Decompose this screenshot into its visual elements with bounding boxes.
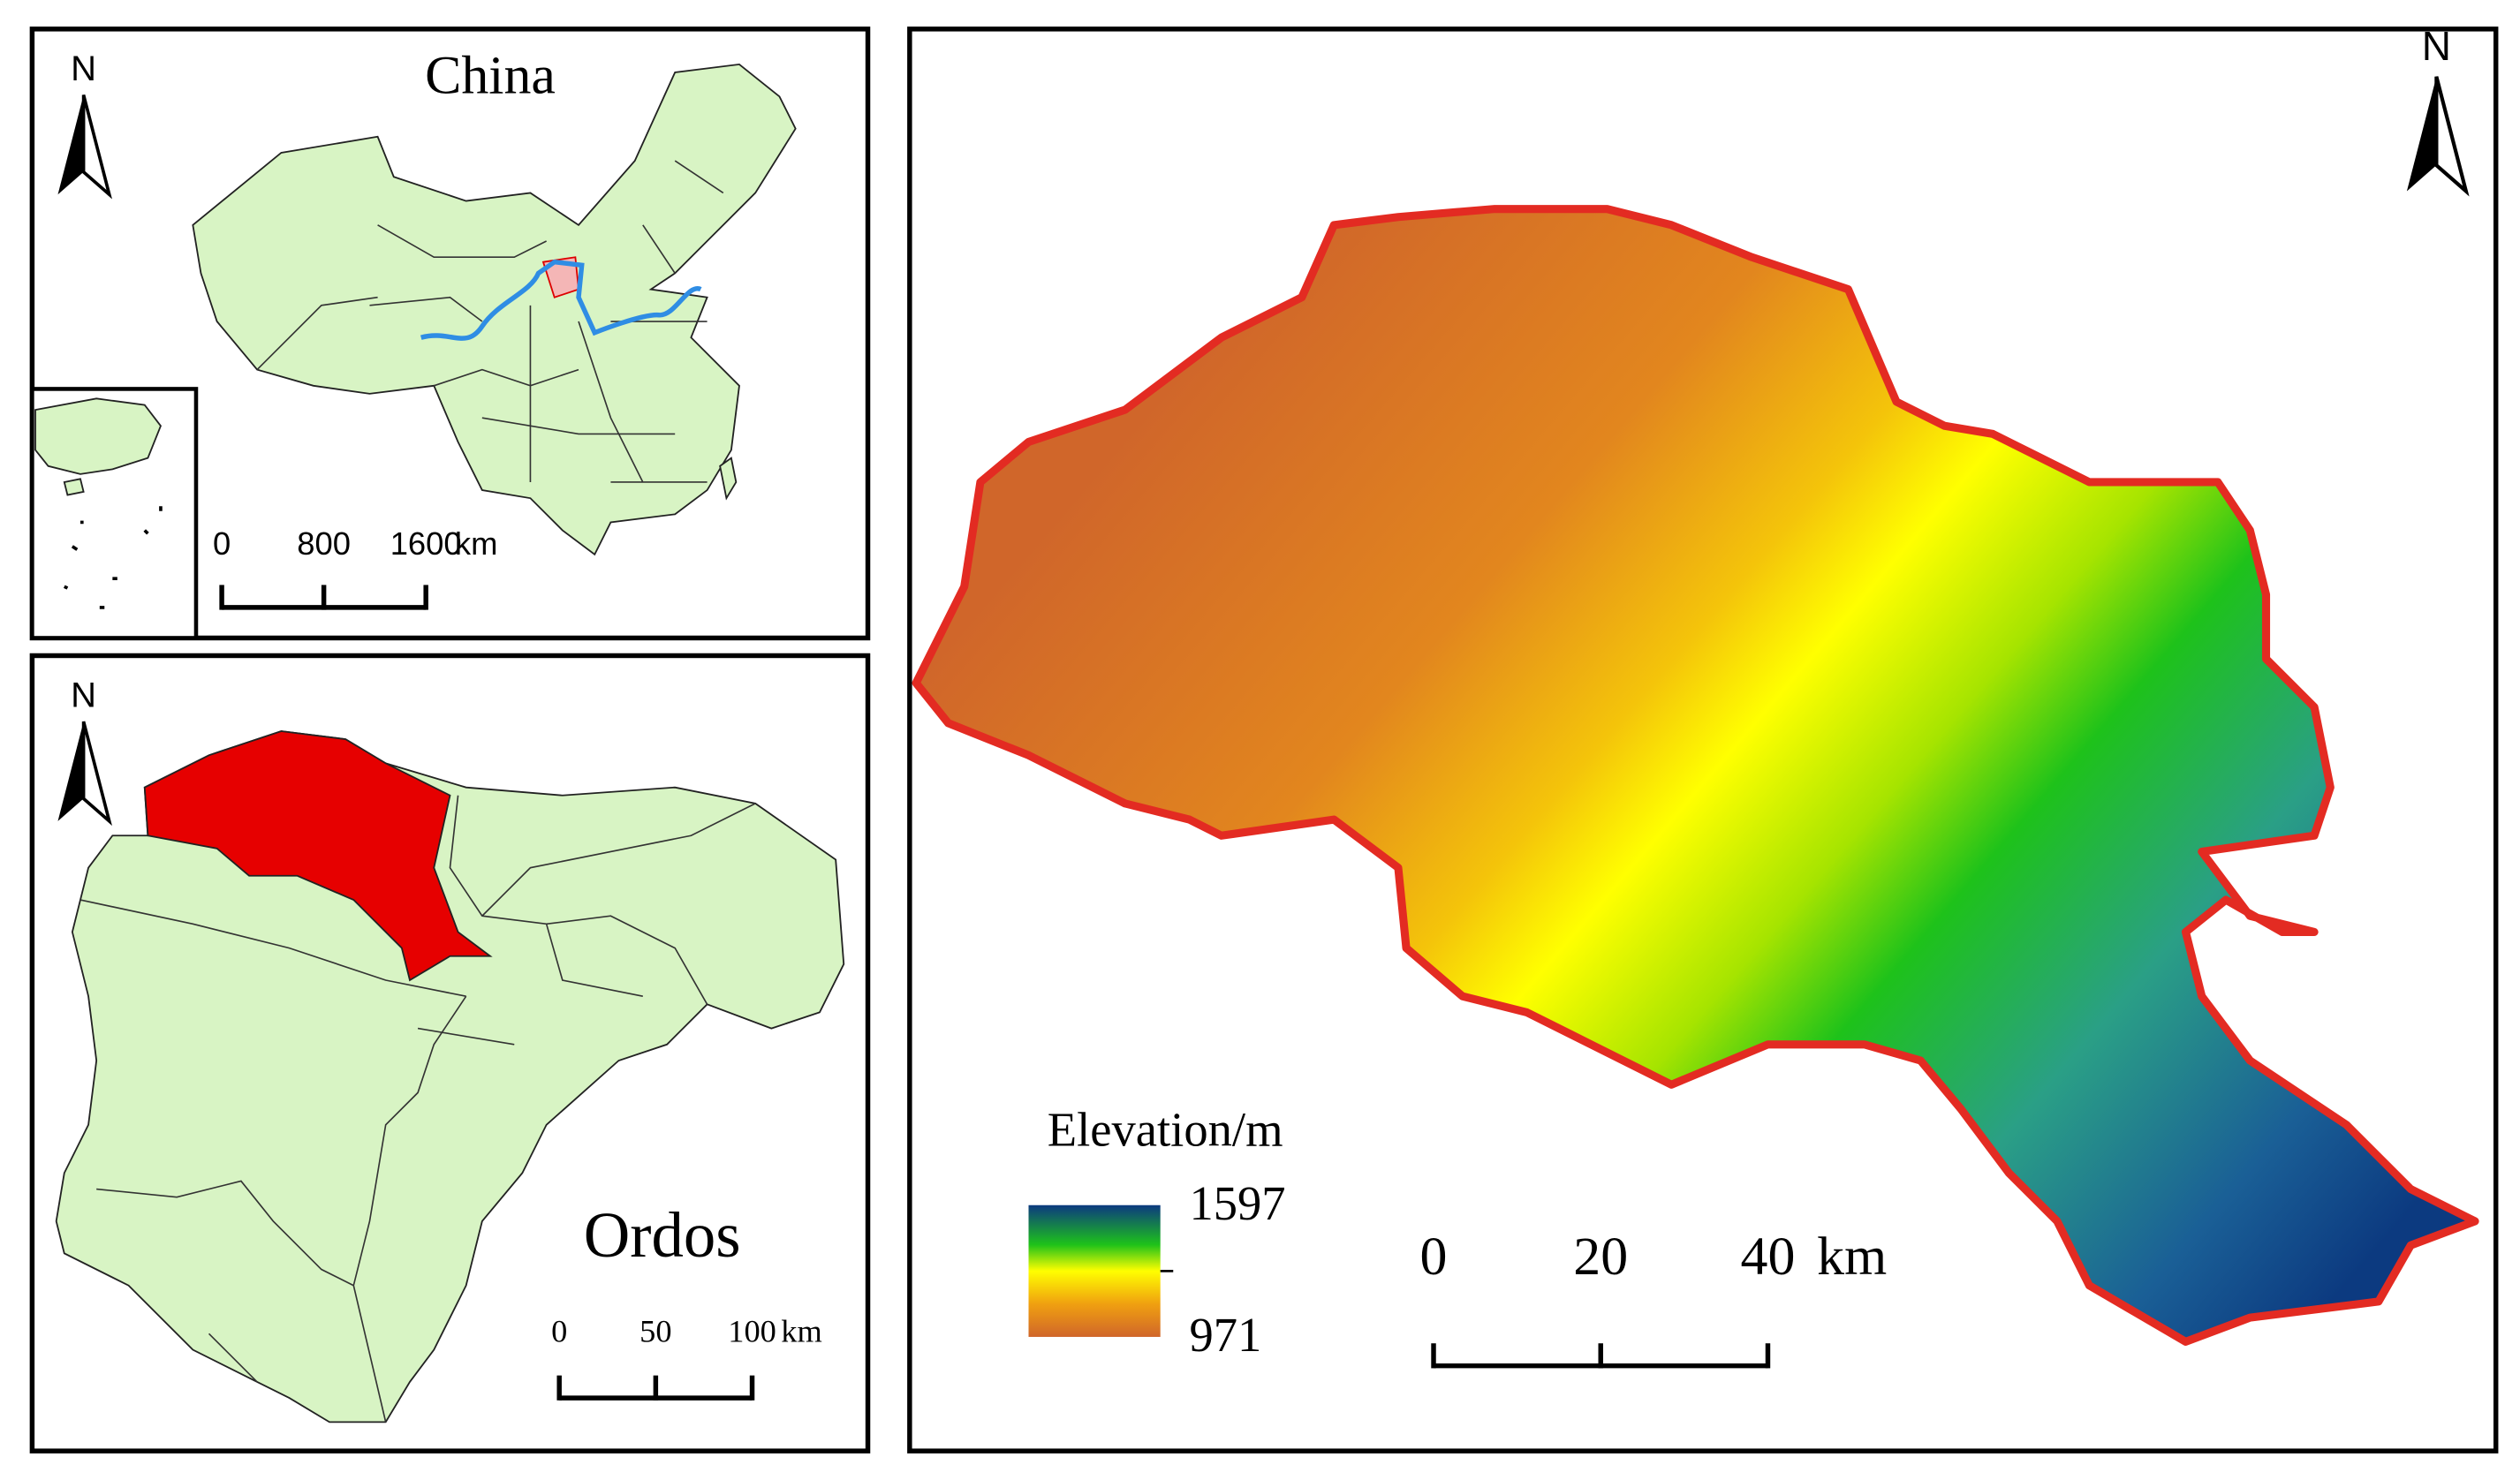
legend-min-label: 971 bbox=[1189, 1308, 1261, 1362]
scale-bar-unit: km bbox=[1817, 1227, 1887, 1287]
north-label: N bbox=[71, 49, 96, 88]
north-arrow: N bbox=[57, 49, 112, 200]
scale-bar-label: 100 bbox=[728, 1313, 776, 1348]
dem-frame bbox=[907, 26, 2499, 1454]
legend-colorbar bbox=[1028, 1204, 1161, 1337]
legend-max-label: 1597 bbox=[1189, 1176, 1285, 1230]
study-area-dem bbox=[912, 205, 2479, 1346]
ordos-map bbox=[55, 730, 845, 1423]
arrow-right bbox=[2434, 76, 2470, 197]
scale-bar-label: 40 bbox=[1741, 1227, 1796, 1287]
arrow-right bbox=[81, 721, 112, 827]
china-frame bbox=[29, 26, 871, 641]
scale-bar: 0 20 40 km bbox=[1420, 1227, 1887, 1369]
ordos-frame bbox=[29, 653, 871, 1454]
scale-bar-label: 1600 bbox=[390, 525, 462, 562]
north-arrow: N bbox=[2406, 23, 2470, 197]
north-label: N bbox=[71, 676, 96, 715]
map-title: China bbox=[425, 46, 556, 106]
scale-bar-label: 50 bbox=[639, 1313, 671, 1348]
arrow-left bbox=[57, 721, 84, 821]
scale-bar-label: 800 bbox=[297, 525, 351, 562]
arrow-left bbox=[2406, 76, 2437, 192]
scale-bar-unit: km bbox=[455, 525, 498, 562]
arrow-right bbox=[81, 94, 112, 200]
scale-bar: 0 50 100 km bbox=[551, 1313, 822, 1401]
north-label: N bbox=[2422, 23, 2451, 69]
scale-bar-label: 0 bbox=[213, 525, 231, 562]
legend-title: Elevation/m bbox=[1048, 1102, 1283, 1156]
scale-bar-label: 20 bbox=[1573, 1227, 1628, 1287]
scale-bar-label: 0 bbox=[551, 1313, 567, 1348]
map-title: Ordos bbox=[584, 1199, 741, 1271]
north-arrow: N bbox=[57, 676, 112, 827]
china-map bbox=[30, 63, 797, 640]
scale-bar-label: 0 bbox=[1420, 1227, 1448, 1287]
arrow-left bbox=[57, 94, 84, 195]
scale-bar-unit: km bbox=[781, 1313, 821, 1348]
